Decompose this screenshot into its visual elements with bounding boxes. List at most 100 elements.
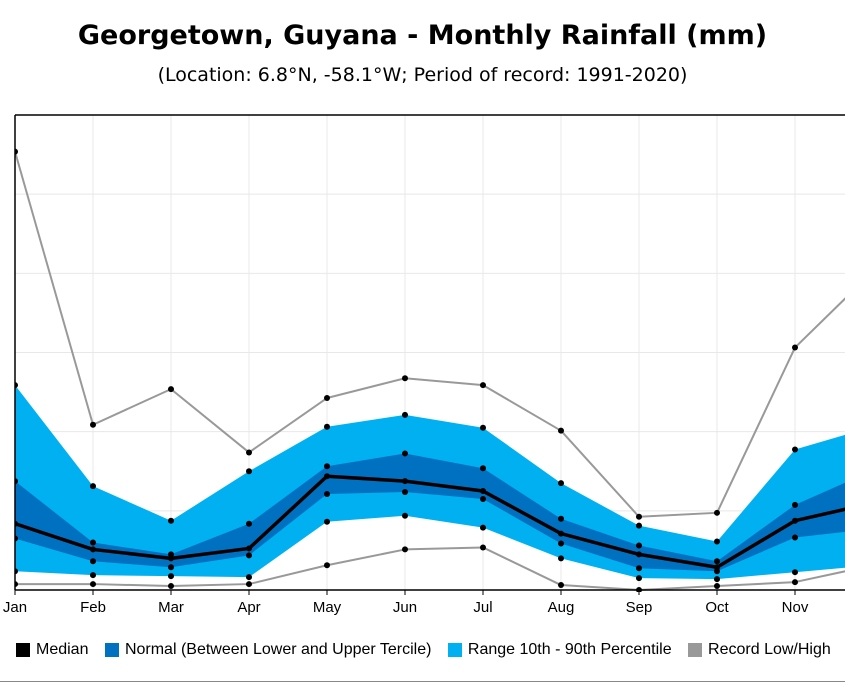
record-low-point — [480, 544, 486, 551]
p90-point — [246, 468, 252, 475]
p10-point — [402, 512, 408, 519]
legend-item-normal: Normal (Between Lower and Upper Tercile) — [104, 641, 432, 659]
legend-item-median: Median — [16, 641, 88, 659]
median-point — [324, 473, 330, 480]
record-high-line — [15, 151, 845, 518]
record-high-point — [636, 513, 642, 520]
x-tick-label: Apr — [237, 599, 260, 616]
chart-title: Georgetown, Guyana - Monthly Rainfall (m… — [77, 20, 768, 51]
record-high-point — [792, 344, 798, 351]
x-tick-label: Nov — [782, 599, 809, 616]
median-point — [636, 551, 642, 558]
p90-point — [558, 480, 564, 487]
lower-tercile-point — [636, 565, 642, 572]
record-low-point — [714, 583, 720, 590]
x-tick-label: Jul — [473, 599, 492, 616]
p10-point — [168, 573, 174, 580]
median-line — [15, 474, 845, 569]
record-high-point — [402, 375, 408, 382]
p10-point — [246, 574, 252, 581]
chart-legend: Median Normal (Between Lower and Upper T… — [16, 641, 843, 662]
p90-point — [636, 522, 642, 529]
p10-point — [636, 575, 642, 582]
record-low-point — [324, 562, 330, 569]
record-high-point — [90, 421, 96, 428]
lower-tercile-point — [402, 489, 408, 496]
x-tick-label: Jan — [3, 599, 27, 616]
legend-swatch-record — [688, 643, 703, 657]
record-low-point — [402, 546, 408, 553]
p10-point — [558, 555, 564, 562]
record-high-point — [246, 449, 252, 456]
p90-point — [792, 446, 798, 453]
x-tick-label: Aug — [548, 599, 575, 616]
p10-point — [480, 524, 486, 531]
x-tick-label: Feb — [80, 599, 106, 616]
upper-tercile-point — [636, 542, 642, 549]
record-low-point — [792, 579, 798, 586]
legend-label-record: Record Low/High — [708, 641, 831, 658]
median-point — [480, 488, 486, 495]
normal-tercile-band — [15, 453, 845, 572]
record-low-point — [558, 582, 564, 589]
upper-tercile-point — [90, 539, 96, 546]
x-tick-label: Oct — [705, 599, 729, 616]
legend-item-range: Range 10th - 90th Percentile — [447, 641, 672, 659]
x-tick-label: May — [313, 599, 342, 616]
lower-tercile-point — [792, 534, 798, 541]
median-point — [90, 546, 96, 553]
record-high-point — [168, 386, 174, 393]
lower-tercile-point — [246, 552, 252, 559]
p10-point — [324, 518, 330, 525]
record-low-point — [168, 583, 174, 590]
median-point — [558, 530, 564, 537]
record-high-point — [324, 395, 330, 402]
p10-point — [792, 569, 798, 576]
legend-swatch-median — [16, 643, 30, 657]
legend-label-median: Median — [36, 641, 89, 658]
upper-tercile-point — [558, 515, 564, 522]
upper-tercile-point — [792, 501, 798, 508]
p90-point — [480, 424, 486, 431]
x-tick-label: Jun — [393, 599, 417, 616]
p90-point — [714, 538, 720, 545]
p90-point — [168, 517, 174, 524]
lower-tercile-point — [480, 495, 486, 502]
median-point — [402, 478, 408, 485]
legend-label-range: Range 10th - 90th Percentile — [467, 641, 672, 658]
lower-tercile-point — [324, 491, 330, 498]
legend-label-normal: Normal (Between Lower and Upper Tercile) — [124, 641, 432, 658]
lower-tercile-point — [558, 540, 564, 547]
frame-bottom-border — [0, 681, 845, 682]
record-low-point — [246, 581, 252, 588]
record-low-line — [15, 546, 845, 591]
legend-item-record: Record Low/High — [688, 641, 831, 659]
plot-area — [15, 148, 845, 592]
lower-tercile-point — [90, 558, 96, 565]
legend-swatch-range — [447, 643, 462, 657]
x-tick-label: Sep — [626, 599, 653, 616]
upper-tercile-point — [324, 463, 330, 470]
legend-swatch-normal — [104, 643, 119, 657]
p90-point — [90, 483, 96, 490]
median-point — [168, 555, 174, 562]
upper-tercile-point — [246, 520, 252, 527]
lower-tercile-point — [168, 564, 174, 571]
p90-point — [324, 423, 330, 430]
p10-point — [90, 572, 96, 579]
upper-tercile-point — [480, 465, 486, 472]
record-low-point — [90, 581, 96, 588]
upper-tercile-point — [402, 450, 408, 457]
lower-tercile-point — [714, 568, 720, 575]
p10-point — [714, 576, 720, 583]
x-tick-label: Mar — [158, 599, 184, 616]
record-high-point — [480, 382, 486, 389]
median-point — [246, 545, 252, 552]
record-high-point — [714, 509, 720, 516]
record-high-point — [558, 427, 564, 434]
median-point — [792, 517, 798, 524]
p90-point — [402, 411, 408, 418]
chart-subtitle: (Location: 6.8°N, -58.1°W; Period of rec… — [157, 64, 688, 86]
upper-tercile-point — [714, 558, 720, 565]
